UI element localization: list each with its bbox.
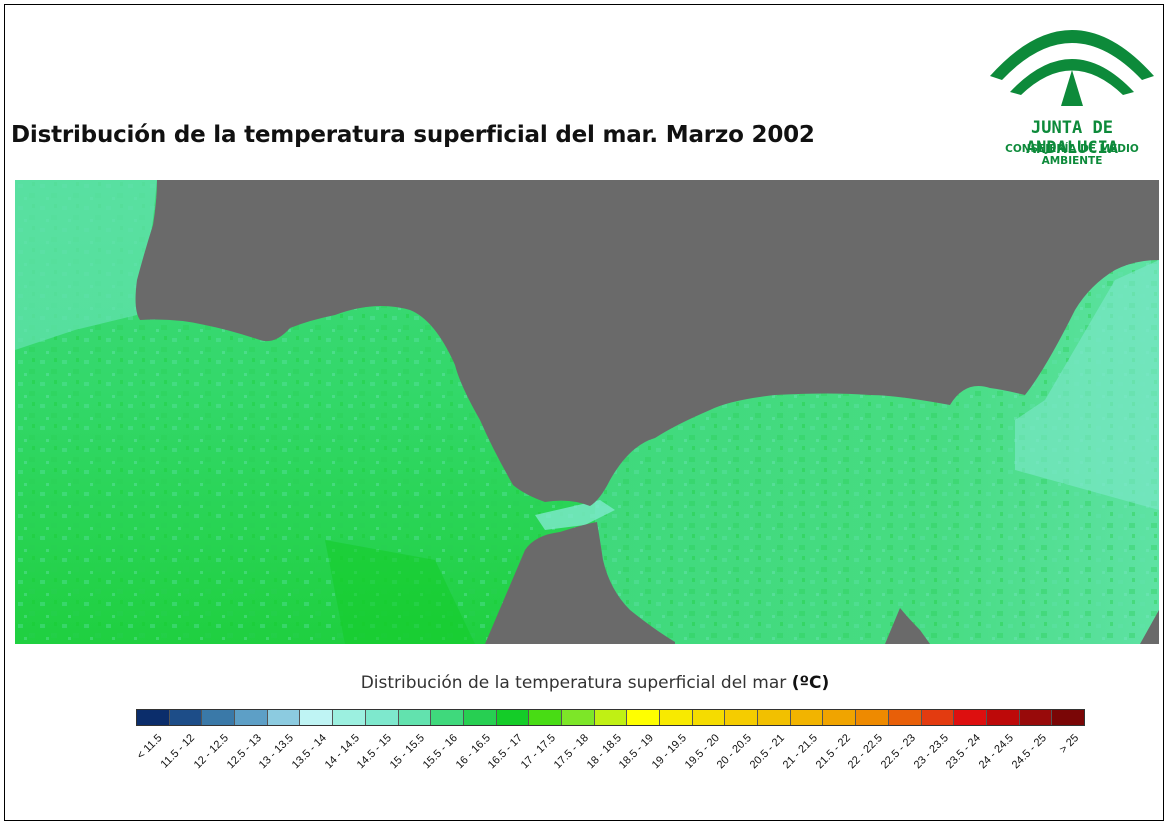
legend-swatch <box>169 710 203 725</box>
logo-name: JUNTA DE ANDALUCIA <box>1025 118 1119 158</box>
legend-class-label: 24.5 - 25 <box>1009 732 1049 772</box>
legend-swatch <box>725 710 759 725</box>
legend-swatch <box>594 710 628 725</box>
legend-class-label: 17 - 17.5 <box>518 732 558 772</box>
legend-class-label: 16.5 - 17 <box>486 732 526 772</box>
page-frame <box>4 4 1164 821</box>
legend-swatch <box>365 710 399 725</box>
legend-class-label: 22.5 - 23 <box>878 732 918 772</box>
atlantic-coast-cool-water <box>15 180 157 350</box>
legend-class-label: 11.5 - 12 <box>158 732 198 771</box>
legend-class-label: 12 - 12.5 <box>191 732 231 772</box>
east-cool-water <box>1015 260 1159 510</box>
legend-class-label: 19.5 - 20 <box>682 732 722 772</box>
legend-swatch <box>660 710 693 725</box>
legend-swatch <box>529 710 562 725</box>
legend-class-label: 24 - 24.5 <box>976 732 1017 772</box>
legend-class-label: 21 - 21.5 <box>780 732 820 772</box>
legend-class-label: 18.5 - 19 <box>616 732 657 772</box>
logo-emblem-icon <box>990 30 1154 106</box>
legend-class-label: 15.5 - 16 <box>420 732 460 772</box>
legend-swatch <box>758 710 791 725</box>
legend-class-label: 23 - 23.5 <box>911 732 951 772</box>
legend-swatch <box>300 710 334 725</box>
legend-swatch <box>888 710 922 725</box>
legend-class-label: > 25 <box>1056 732 1081 756</box>
logo-subtitle: CONSEJERÍA DE MEDIO AMBIENTE <box>1005 143 1139 167</box>
legend-swatch <box>267 710 301 725</box>
legend-class-label: 16 - 16.5 <box>453 732 493 772</box>
legend-class-label: 17.5 - 18 <box>551 732 591 772</box>
legend-class-label: 15 - 15.5 <box>387 732 428 772</box>
legend-color-scale <box>136 709 1085 726</box>
map-svg <box>15 180 1159 644</box>
strait-cool-water <box>535 500 615 530</box>
legend-swatch <box>496 710 530 725</box>
legend-title: Distribución de la temperatura superfici… <box>0 673 1170 693</box>
land-mass <box>135 180 1159 506</box>
legend-class-label: 14.5 - 15 <box>355 732 395 772</box>
africa-land-far-east <box>1140 610 1159 644</box>
legend-class-label: 20.5 - 21 <box>747 732 788 772</box>
legend-swatch <box>1052 710 1084 725</box>
hot-spot-west <box>325 540 475 644</box>
africa-land <box>485 522 675 644</box>
legend-swatch <box>1019 710 1053 725</box>
sea-temperature-map <box>15 180 1159 644</box>
legend-swatch <box>398 710 432 725</box>
legend-class-label: 12.5 - 13 <box>224 732 264 772</box>
legend-swatch <box>627 710 660 725</box>
legend-swatch <box>561 710 595 725</box>
page-title: Distribución de la temperatura superfici… <box>11 122 815 148</box>
legend-swatch <box>986 710 1020 725</box>
legend-unit: (ºC) <box>791 673 830 693</box>
legend-class-label: 21.5 - 22 <box>813 732 853 772</box>
legend-swatch <box>431 710 464 725</box>
junta-de-andalucia-logo: JUNTA DE ANDALUCIA CONSEJERÍA DE MEDIO A… <box>982 14 1162 167</box>
legend-swatch <box>921 710 955 725</box>
legend-swatch <box>790 710 824 725</box>
legend-class-label: 13 - 13.5 <box>256 732 297 772</box>
legend-swatch <box>823 710 857 725</box>
legend-swatch <box>954 710 987 725</box>
legend-class-label: < 11.5 <box>135 732 165 762</box>
africa-land-east <box>885 608 930 644</box>
legend-class-label: 18 - 18.5 <box>584 732 624 772</box>
legend-class-label: 20 - 20.5 <box>715 732 755 772</box>
legend-swatch <box>137 710 170 725</box>
legend-class-labels: < 11.5 11.5 - 12 12 - 12.5 12.5 - 13 13 - 13… <box>135 732 1085 792</box>
legend-class-label: 13.5 - 14 <box>289 732 329 772</box>
legend-swatch <box>463 710 497 725</box>
legend-title-text: Distribución de la temperatura superfici… <box>360 673 787 693</box>
legend-swatch <box>692 710 726 725</box>
legend-class-label: 19 - 19.5 <box>649 732 689 772</box>
legend-class-label: 22 - 22.5 <box>845 732 886 772</box>
legend-swatch <box>333 710 366 725</box>
legend-swatch <box>235 710 268 725</box>
legend-swatch <box>202 710 236 725</box>
legend-class-label: 23.5 - 24 <box>944 732 984 772</box>
legend-class-label: 14 - 14.5 <box>322 732 362 772</box>
legend-swatch <box>856 710 889 725</box>
